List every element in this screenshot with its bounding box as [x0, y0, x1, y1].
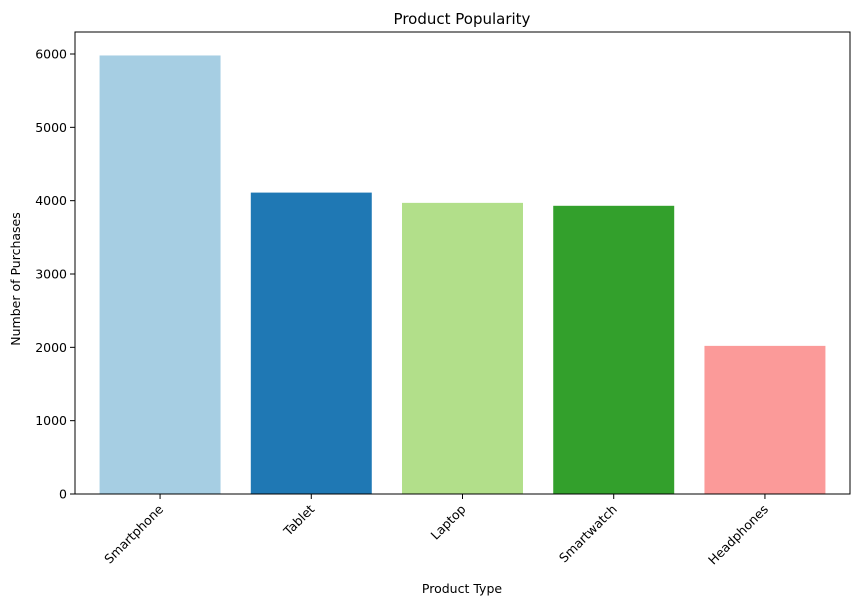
y-tick-label: 2000: [35, 340, 67, 355]
x-tick-label: Laptop: [428, 501, 469, 542]
plot-frame: [74, 31, 851, 495]
y-ticks-group: 0 1000 2000 3000 4000 5000 6000: [35, 47, 75, 502]
bar-tablet: [250, 192, 372, 494]
bar-smartwatch: [553, 205, 675, 495]
y-tick-label: 0: [59, 487, 67, 502]
y-tick-label: 6000: [35, 47, 67, 62]
y-tick-label: 3000: [35, 267, 67, 282]
bar-headphones: [704, 345, 826, 494]
bar-smartphone: [99, 55, 221, 494]
chart-title: Product Popularity: [394, 10, 531, 28]
y-tick-label: 1000: [35, 413, 67, 428]
x-tick-label: Smartwatch: [556, 502, 620, 566]
y-axis-label: Number of Purchases: [8, 212, 23, 345]
x-axis-label: Product Type: [422, 581, 502, 596]
y-tick-label: 5000: [35, 120, 67, 135]
bar-laptop: [402, 202, 523, 494]
y-tick-label: 4000: [35, 193, 67, 208]
x-tick-label: Headphones: [705, 502, 771, 568]
x-tick-label: Smartphone: [101, 501, 166, 566]
bars-group: [99, 55, 826, 495]
x-tick-label: Tablet: [280, 501, 318, 539]
x-ticks-group: Smartphone Tablet Laptop Smartwatch Headphon…: [101, 494, 771, 568]
